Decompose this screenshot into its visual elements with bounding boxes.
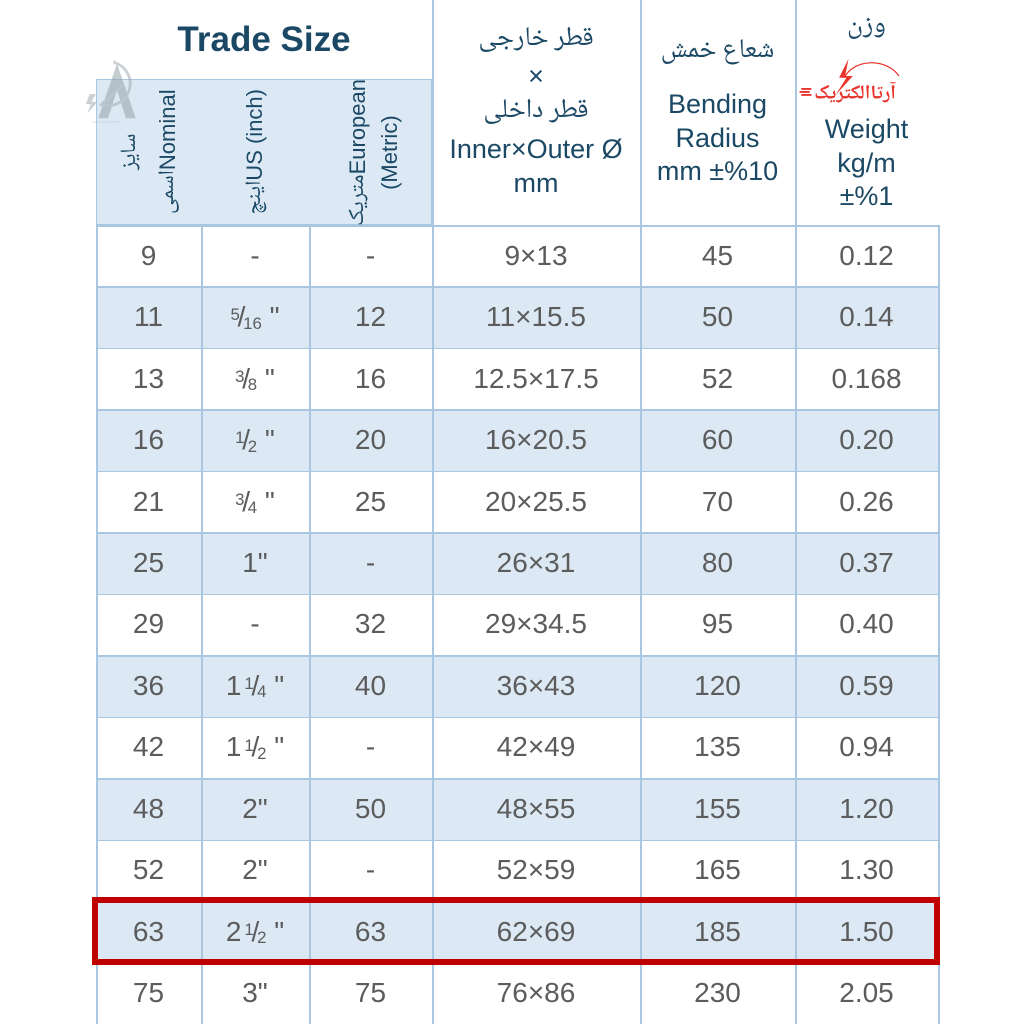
svg-text:ARTAELECTRIC: ARTAELECTRIC [92, 120, 121, 124]
svg-text:آرتاالکتریک: آرتاالکتریک [814, 77, 896, 111]
